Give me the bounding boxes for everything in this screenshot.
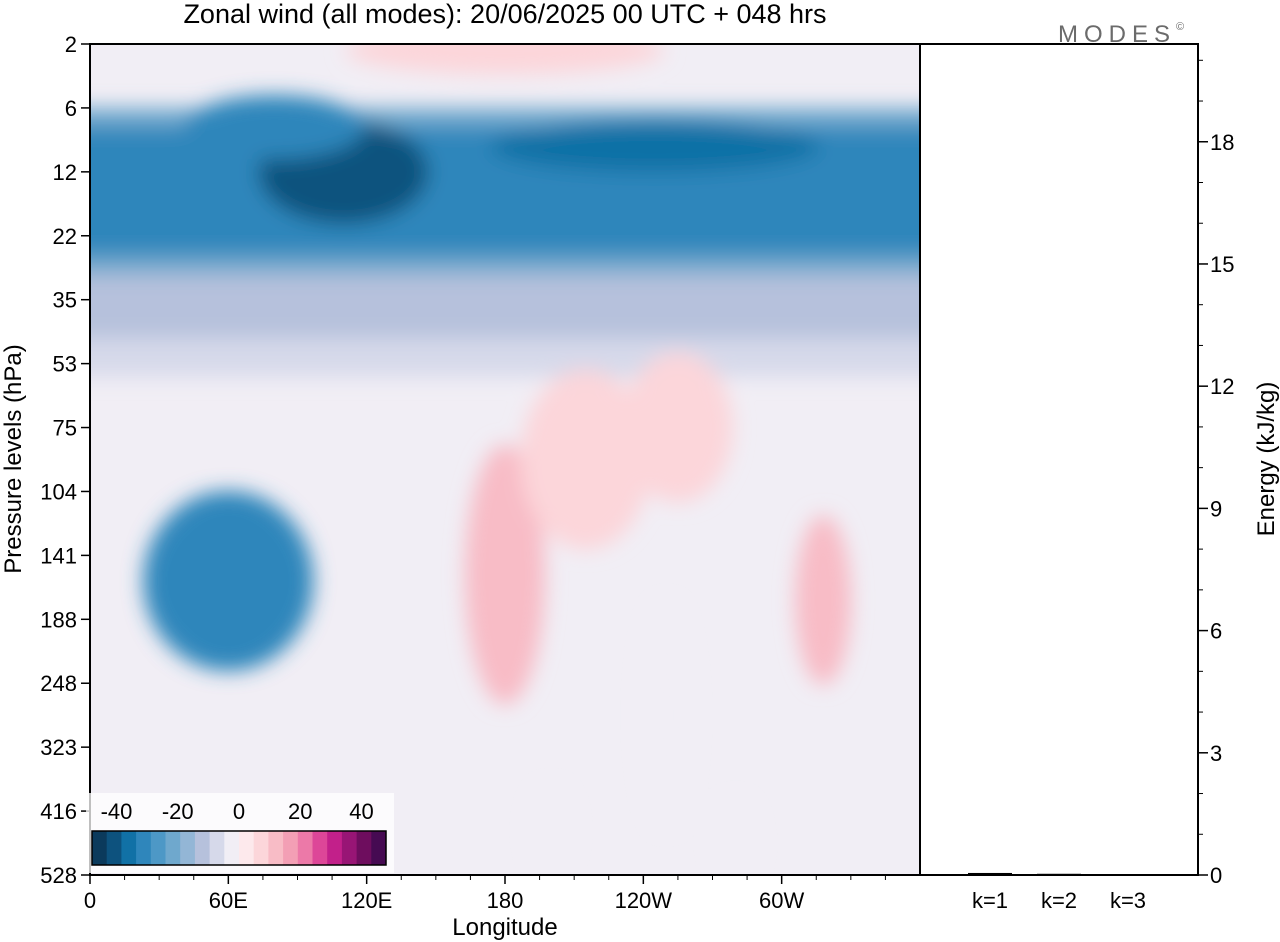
colorbar-swatch (121, 831, 137, 865)
colorbar-tick-label: 0 (233, 799, 245, 824)
field-feature (533, 790, 570, 871)
field-band (90, 338, 920, 377)
heatmap-plot (90, 44, 920, 875)
colorbar-swatch (371, 831, 387, 865)
field-feature (465, 444, 545, 705)
energy-tick-label: 9 (1210, 496, 1222, 521)
colorbar-swatch (209, 831, 225, 865)
x-tick-label: 180 (487, 888, 524, 913)
energy-category-label: k=3 (1110, 888, 1146, 913)
field-feature (489, 120, 820, 173)
field-feature (184, 95, 365, 160)
x-tick-label: 0 (84, 888, 96, 913)
energy-bar (1106, 874, 1150, 876)
colorbar: -40 -20 0 20 40 (86, 793, 394, 873)
colorbar-frame (91, 830, 387, 866)
energy-tick-label: 18 (1210, 130, 1234, 155)
colorbar-swatch (268, 831, 284, 865)
field-feature (520, 369, 651, 550)
colorbar-swatch (92, 831, 108, 865)
y-tick-label: 323 (40, 735, 77, 760)
y-tick-label: 141 (40, 543, 77, 568)
x-tick-label: 120W (615, 888, 673, 913)
y-tick-label: 75 (53, 416, 77, 441)
energy-category-label: k=2 (1041, 888, 1077, 913)
colorbar-swatch (253, 831, 269, 865)
y-tick-label: 416 (40, 799, 77, 824)
energy-tick-label: 3 (1210, 741, 1222, 766)
field-feature (795, 515, 852, 686)
colorbar-ticks: -40 -20 0 20 40 (101, 799, 374, 824)
colorbar-swatch (136, 831, 152, 865)
field-feature (622, 352, 733, 503)
y-tick-label: 188 (40, 607, 77, 632)
energy-frame (919, 43, 1199, 876)
energy-tick-label: 6 (1210, 619, 1222, 644)
colorbar-swatch (297, 831, 313, 865)
x-axis: 0 60E 120E 180 120W 60W (84, 875, 886, 913)
colorbar-swatch (283, 831, 299, 865)
colorbar-swatch (194, 831, 211, 865)
field-feature (717, 803, 754, 875)
colorbar-swatch (106, 831, 122, 865)
field-feature (345, 44, 665, 75)
colorbar-swatch (180, 831, 196, 865)
colorbar-swatch (224, 831, 240, 865)
y-tick-label: 12 (53, 160, 77, 185)
field-feature (143, 490, 314, 671)
y-tick-label: 22 (53, 224, 77, 249)
colorbar-tick-label: -20 (162, 799, 194, 824)
energy-bar (968, 872, 1012, 875)
colorbar-swatches (92, 831, 387, 865)
colorbar-swatch (150, 831, 166, 865)
colorbar-swatch (165, 831, 181, 865)
energy-tick-label: 12 (1210, 374, 1234, 399)
x-tick-label: 120E (341, 888, 392, 913)
colorbar-swatch (239, 831, 255, 865)
chart-title: Zonal wind (all modes): 20/06/2025 00 UT… (183, 0, 826, 29)
y-tick-label: 248 (40, 671, 77, 696)
energy-bar (1037, 873, 1081, 875)
x-tick-label: 60E (209, 888, 248, 913)
energy-category-label: k=1 (972, 888, 1008, 913)
colorbar-swatch (327, 831, 343, 865)
y-tick-label: 53 (53, 352, 77, 377)
y-tick-label: 6 (65, 96, 77, 121)
y-tick-label: 2 (65, 32, 77, 57)
y-tick-label: 104 (40, 479, 77, 504)
colorbar-swatch (341, 831, 358, 865)
colorbar-tick-label: 40 (349, 799, 373, 824)
brand-mark: © (1176, 21, 1184, 33)
colorbar-tick-label: -40 (101, 799, 133, 824)
energy-plot: 0 3 6 9 12 15 18 k=1 k=2 k=3 Energy (kJ/kg) (919, 43, 1280, 913)
colorbar-swatch (356, 831, 372, 865)
y-axis: 2 6 12 22 35 53 75 104 141 188 248 323 416 528 (40, 32, 90, 888)
energy-y-axis: 0 3 6 9 12 15 18 (1198, 59, 1234, 888)
energy-tick-label: 0 (1210, 863, 1222, 888)
y-tick-label: 35 (53, 288, 77, 313)
energy-tick-label: 15 (1210, 252, 1234, 277)
energy-bars (968, 872, 1150, 876)
field-feature (644, 605, 689, 826)
field-band (90, 274, 920, 339)
energy-x-axis: k=1 k=2 k=3 (972, 888, 1146, 913)
y-tick-label: 528 (40, 863, 77, 888)
y-axis-label: Pressure levels (hPa) (0, 344, 27, 573)
x-tick-label: 60W (759, 888, 804, 913)
colorbar-swatch (312, 831, 328, 865)
x-axis-label: Longitude (452, 914, 557, 941)
heatmap-fields (90, 44, 920, 875)
energy-axis-label: Energy (kJ/kg) (1253, 382, 1280, 537)
colorbar-tick-label: 20 (288, 799, 312, 824)
